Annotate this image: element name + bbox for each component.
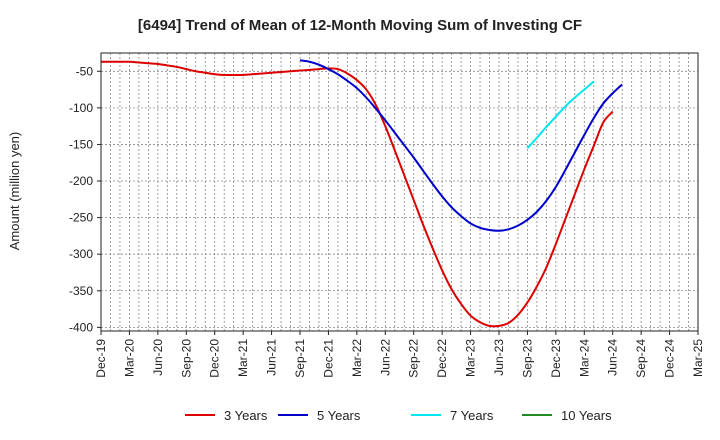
series-line-5-years [299,59,623,232]
x-tick-label: Mar-21 [236,339,250,377]
x-tick-label: Jun-21 [265,339,279,376]
legend: 3 Years 5 Years 7 Years 10 Years [185,408,612,423]
x-tick-label: Jun-23 [492,339,506,376]
x-tick-label: Dec-23 [549,339,563,378]
y-tick-label: -200 [69,174,93,188]
x-tick-label: Mar-24 [577,339,591,377]
legend-label-10-years: 10 Years [561,408,612,423]
x-tick-label: Mar-25 [691,339,705,377]
grid [97,53,699,335]
x-tick-label: Dec-22 [435,339,449,378]
y-axis-label: Amount (million yen) [7,132,22,251]
y-tick-label: -400 [69,320,93,334]
plot-frame [100,52,699,332]
x-tick-label: Jun-24 [606,339,620,376]
legend-label-7-years: 7 Years [450,408,494,423]
x-tick-label: Mar-23 [464,339,478,377]
x-tick-label: Sep-24 [634,339,648,378]
y-tick-label: -350 [69,284,93,298]
x-tick-label: Mar-20 [122,339,136,377]
y-tick-label: -50 [76,64,94,78]
x-tick-label: Dec-20 [208,339,222,378]
y-tick-label: -150 [69,137,93,151]
x-tick-label: Dec-24 [663,339,677,378]
x-tick-labels: Dec-19 Mar-20 Jun-20 Sep-20 Dec-20 Mar-21 Jun-… [94,339,705,378]
chart-title: [6494] Trend of Mean of 12-Month Moving … [138,17,582,34]
y-tick-label: -300 [69,247,93,261]
legend-label-5-years: 5 Years [317,408,361,423]
x-tick-label: Jun-22 [378,339,392,376]
y-tick-label: -250 [69,211,93,225]
series-line-7-years [526,80,595,149]
x-tick-label: Dec-21 [321,339,335,378]
x-tick-label: Dec-19 [94,339,108,378]
series-line-3-years [101,60,614,328]
x-tick-label: Mar-22 [350,339,364,377]
y-tick-labels: -50 -100 -150 -200 -250 -300 -350 -400 [69,64,93,334]
series-lines [101,59,623,328]
x-tick-label: Sep-23 [520,339,534,378]
x-tick-label: Jun-20 [151,339,165,376]
x-tick-label: Sep-22 [407,339,421,378]
legend-label-3-years: 3 Years [224,408,268,423]
x-tick-label: Sep-21 [293,339,307,378]
x-tick-label: Sep-20 [179,339,193,378]
y-tick-label: -100 [69,101,93,115]
